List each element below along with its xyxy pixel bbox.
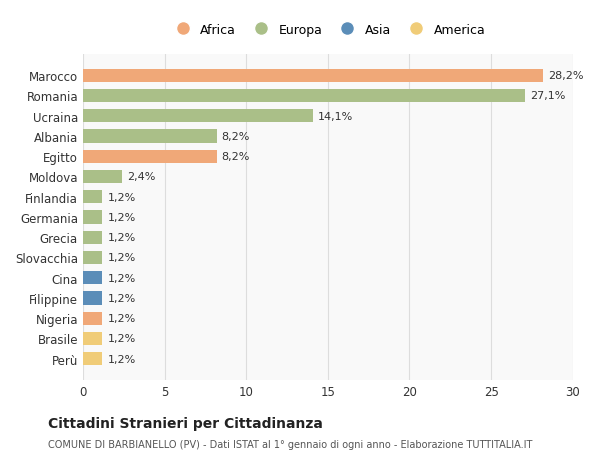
Bar <box>83 231 103 244</box>
Legend: Africa, Europa, Asia, America: Africa, Europa, Asia, America <box>165 18 490 41</box>
Bar <box>83 272 103 285</box>
Bar <box>83 110 313 123</box>
Text: 1,2%: 1,2% <box>107 192 136 202</box>
Text: 8,2%: 8,2% <box>221 132 250 142</box>
Bar <box>83 252 103 264</box>
Bar <box>83 353 103 365</box>
Text: Cittadini Stranieri per Cittadinanza: Cittadini Stranieri per Cittadinanza <box>48 416 323 430</box>
Text: 27,1%: 27,1% <box>530 91 566 101</box>
Text: 1,2%: 1,2% <box>107 354 136 364</box>
Text: 8,2%: 8,2% <box>221 152 250 162</box>
Text: 28,2%: 28,2% <box>548 71 584 81</box>
Bar <box>83 292 103 305</box>
Bar <box>83 211 103 224</box>
Bar <box>83 130 217 143</box>
Bar <box>83 312 103 325</box>
Text: 1,2%: 1,2% <box>107 233 136 243</box>
Text: COMUNE DI BARBIANELLO (PV) - Dati ISTAT al 1° gennaio di ogni anno - Elaborazion: COMUNE DI BARBIANELLO (PV) - Dati ISTAT … <box>48 440 532 449</box>
Text: 1,2%: 1,2% <box>107 253 136 263</box>
Bar <box>83 150 217 163</box>
Text: 14,1%: 14,1% <box>318 112 353 122</box>
Text: 1,2%: 1,2% <box>107 213 136 223</box>
Bar <box>83 191 103 204</box>
Bar <box>83 170 122 184</box>
Text: 1,2%: 1,2% <box>107 293 136 303</box>
Text: 1,2%: 1,2% <box>107 313 136 324</box>
Bar <box>83 69 544 83</box>
Text: 1,2%: 1,2% <box>107 273 136 283</box>
Text: 1,2%: 1,2% <box>107 334 136 344</box>
Text: 2,4%: 2,4% <box>127 172 155 182</box>
Bar <box>83 332 103 345</box>
Bar <box>83 90 526 103</box>
